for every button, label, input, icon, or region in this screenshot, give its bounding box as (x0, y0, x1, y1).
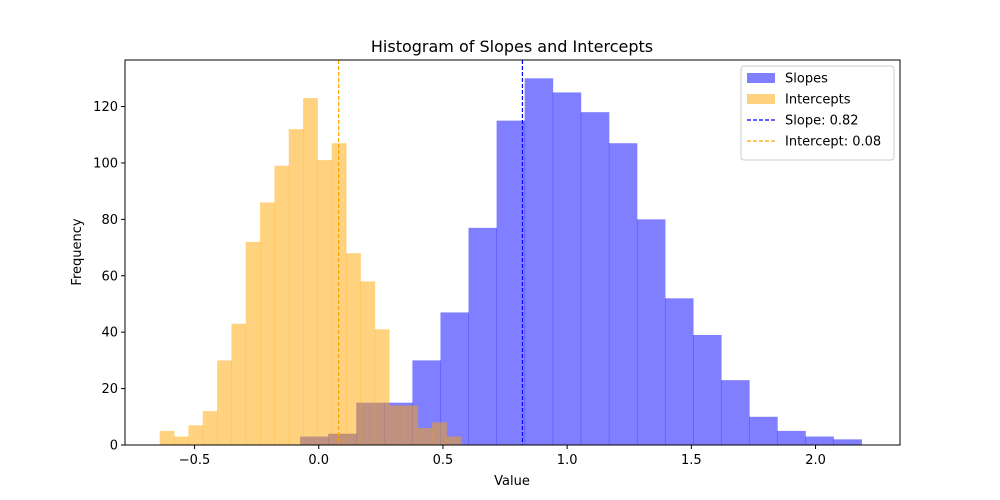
slopes-bar (608, 143, 638, 445)
intercepts-bar (260, 202, 275, 445)
intercepts-bar (389, 405, 404, 445)
y-axis-label: Frequency (70, 218, 85, 285)
legend-label: Intercept: 0.08 (785, 135, 881, 150)
intercepts-bar (374, 329, 390, 445)
y-tick-label: 120 (93, 100, 118, 115)
slopes-bar (693, 335, 722, 445)
x-tick-label: 1.0 (557, 453, 578, 468)
legend-label: Slope: 0.82 (785, 114, 859, 129)
legend-item: Intercept: 0.08 (747, 135, 881, 150)
mean-lines-layer (338, 60, 524, 445)
legend-label: Intercepts (785, 93, 851, 108)
intercepts-bar (360, 281, 376, 445)
x-tick-label: −0.5 (179, 453, 211, 468)
legend-box (740, 65, 895, 161)
x-axis: −0.5 0.0 0.5 1.0 1.5 2.0 (179, 445, 826, 468)
intercepts-bar (188, 425, 204, 445)
x-tick-label: 0.5 (433, 453, 454, 468)
intercepts-bar (288, 129, 304, 445)
slopes-bar (524, 78, 554, 445)
plot-frame (124, 59, 901, 446)
slopes-bar (777, 430, 806, 445)
legend-label: Slopes (785, 72, 828, 87)
legend-swatch (747, 73, 775, 83)
intercepts-bar (202, 411, 218, 445)
intercepts-bar (317, 160, 333, 445)
x-tick-label: 0.0 (308, 453, 329, 468)
intercepts-bar (446, 436, 462, 445)
slopes-bar (665, 298, 694, 445)
slopes-bar (552, 92, 582, 445)
slopes-bar (749, 416, 778, 445)
legend: Slopes Intercepts Slope: 0.82 Intercept: 0.… (740, 65, 895, 161)
bars-layer (159, 78, 862, 446)
y-axis: 0 20 40 60 80 100 120 (93, 100, 125, 454)
slopes-bar (496, 120, 526, 445)
legend-item: Slope: 0.82 (747, 114, 859, 129)
intercepts-bar (274, 165, 290, 445)
y-tick-label: 80 (101, 213, 118, 228)
intercepts-bar (174, 436, 189, 445)
x-tick-label: 1.5 (681, 453, 702, 468)
y-tick-label: 60 (101, 269, 118, 284)
slopes-bar (833, 439, 862, 445)
intercepts-bar (245, 241, 261, 445)
y-tick-label: 40 (101, 326, 118, 341)
intercepts-bar (303, 98, 318, 445)
slopes-bar (580, 112, 610, 446)
intercepts-bar (403, 405, 419, 445)
intercepts-bar (217, 360, 232, 445)
slopes-bar (636, 219, 666, 445)
series-intercepts (159, 98, 462, 445)
legend-item: Intercepts (747, 93, 851, 108)
intercepts-bar (346, 253, 361, 445)
y-tick-label: 20 (101, 382, 118, 397)
intercepts-bar (432, 422, 447, 445)
slopes-bar (721, 380, 750, 445)
intercepts-bar (159, 430, 175, 445)
legend-item: Slopes (747, 72, 828, 87)
chart-title: Histogram of Slopes and Intercepts (371, 37, 653, 56)
legend-swatch (747, 94, 775, 104)
slopes-bar (468, 227, 497, 445)
x-axis-label: Value (494, 474, 530, 489)
y-tick-label: 0 (110, 439, 118, 454)
slopes-bar (805, 436, 834, 445)
intercepts-bar (417, 428, 433, 445)
intercepts-bar (231, 323, 247, 445)
x-tick-label: 2.0 (805, 453, 826, 468)
y-tick-label: 100 (93, 156, 118, 171)
